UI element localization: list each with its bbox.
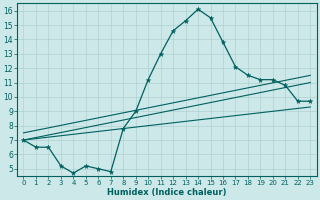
X-axis label: Humidex (Indice chaleur): Humidex (Indice chaleur) bbox=[107, 188, 227, 197]
